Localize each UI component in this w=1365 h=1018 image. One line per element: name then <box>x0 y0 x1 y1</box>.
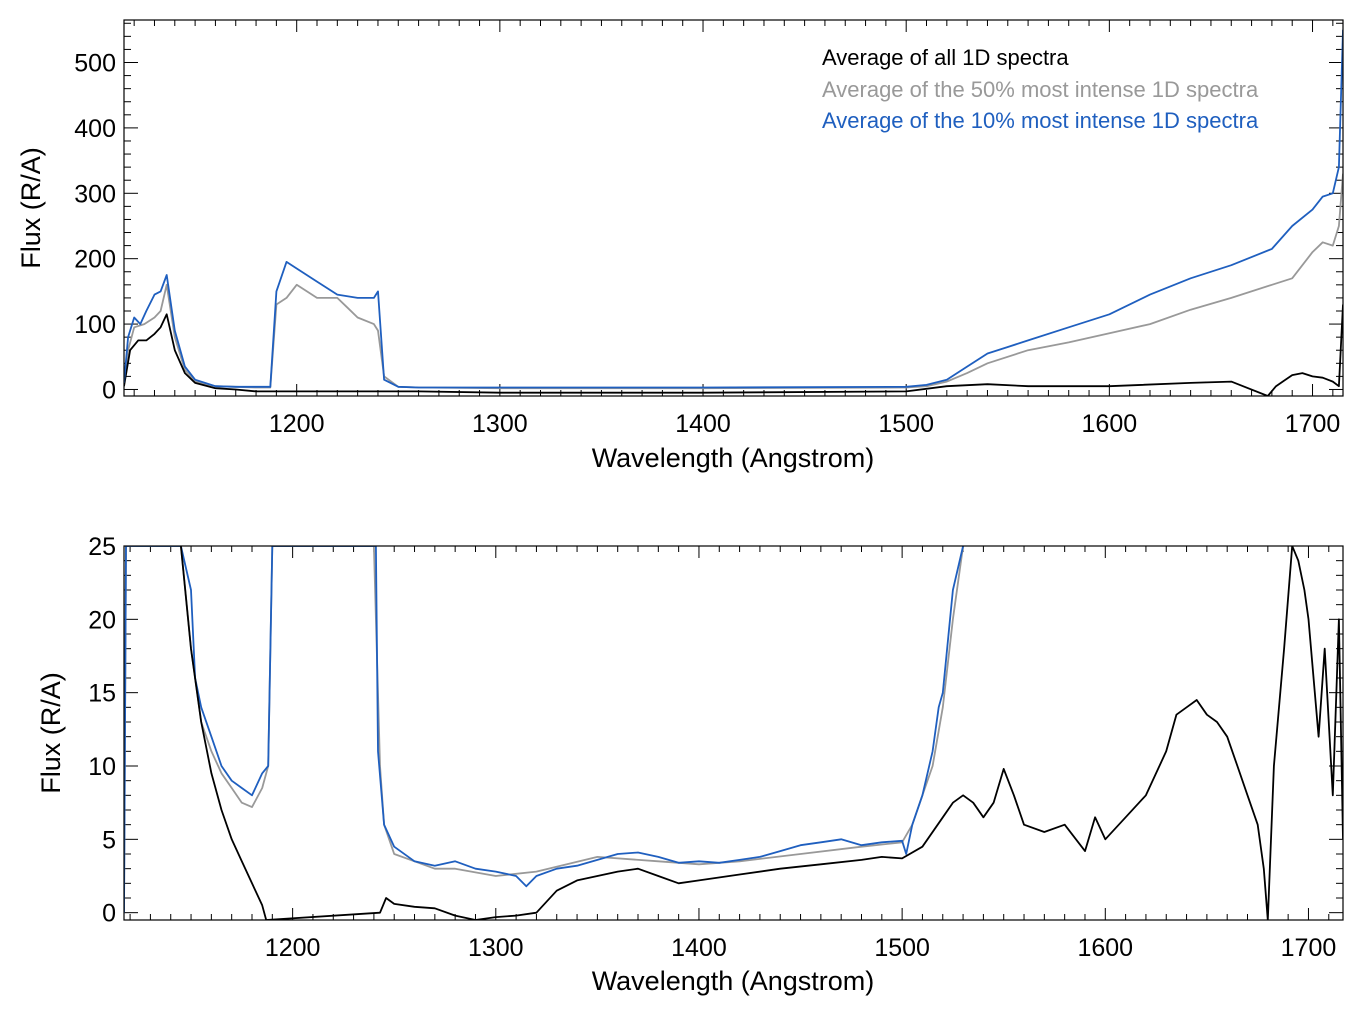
x-tick-label: 1500 <box>878 410 934 438</box>
x-tick-label: 1600 <box>1077 934 1133 962</box>
plot-frame <box>123 545 1344 921</box>
y-tick-label: 500 <box>74 50 116 78</box>
spectrum-panel-bottom: 1200 1300 1400 1500 1600 1700 0 5 10 15 20 25 Wavel… <box>36 533 1344 996</box>
series-line-all <box>124 304 1343 396</box>
x-tick-label: 1300 <box>468 934 524 962</box>
legend-entry-50-percent: Average of the 50% most intense 1D spect… <box>822 77 1259 102</box>
y-tick-label: 200 <box>74 246 116 274</box>
x-axis-title: Wavelength (Angstrom) <box>592 443 875 473</box>
x-tick-label: 1200 <box>265 934 321 962</box>
plot-frame <box>123 19 1344 397</box>
y-tick-label: 25 <box>88 533 116 561</box>
plot-area <box>124 546 1343 920</box>
x-tick-label: 1500 <box>874 934 930 962</box>
y-tick-label: 300 <box>74 180 116 208</box>
legend-entry-all: Average of all 1D spectra <box>822 45 1069 70</box>
legend-entry-10-percent: Average of the 10% most intense 1D spect… <box>822 108 1259 133</box>
y-tick-label: 0 <box>102 900 116 928</box>
x-tick-label: 1700 <box>1285 410 1341 438</box>
y-axis-title: Flux (R/A) <box>36 672 66 794</box>
plot-area <box>124 29 1343 396</box>
y-tick-label: 10 <box>88 753 116 781</box>
legend: Average of all 1D spectra Average of the… <box>822 45 1259 133</box>
spectrum-panel-top: 1200 1300 1400 1500 1600 1700 0 100 200 300 400 500… <box>16 19 1344 473</box>
series-line-10-percent <box>124 29 1343 389</box>
series-line-all <box>180 546 1343 920</box>
y-tick-label: 0 <box>102 376 116 404</box>
x-tick-label: 1700 <box>1281 934 1337 962</box>
y-tick-label: 400 <box>74 115 116 143</box>
x-tick-label: 1300 <box>472 410 528 438</box>
tick-labels: 1200 1300 1400 1500 1600 1700 0 5 10 15 20 25 <box>88 533 1336 962</box>
tick-labels: 1200 1300 1400 1500 1600 1700 0 100 200 300 400 500 <box>74 50 1340 438</box>
x-tick-label: 1400 <box>675 410 731 438</box>
x-axis-title: Wavelength (Angstrom) <box>592 966 875 996</box>
x-tick-label: 1600 <box>1082 410 1138 438</box>
y-tick-label: 20 <box>88 606 116 634</box>
y-tick-label: 15 <box>88 680 116 708</box>
y-tick-label: 100 <box>74 311 116 339</box>
y-tick-label: 5 <box>102 826 116 854</box>
series-line-50-percent <box>124 173 1343 390</box>
y-axis-title: Flux (R/A) <box>16 147 46 269</box>
x-tick-label: 1400 <box>671 934 727 962</box>
x-tick-label: 1200 <box>269 410 325 438</box>
